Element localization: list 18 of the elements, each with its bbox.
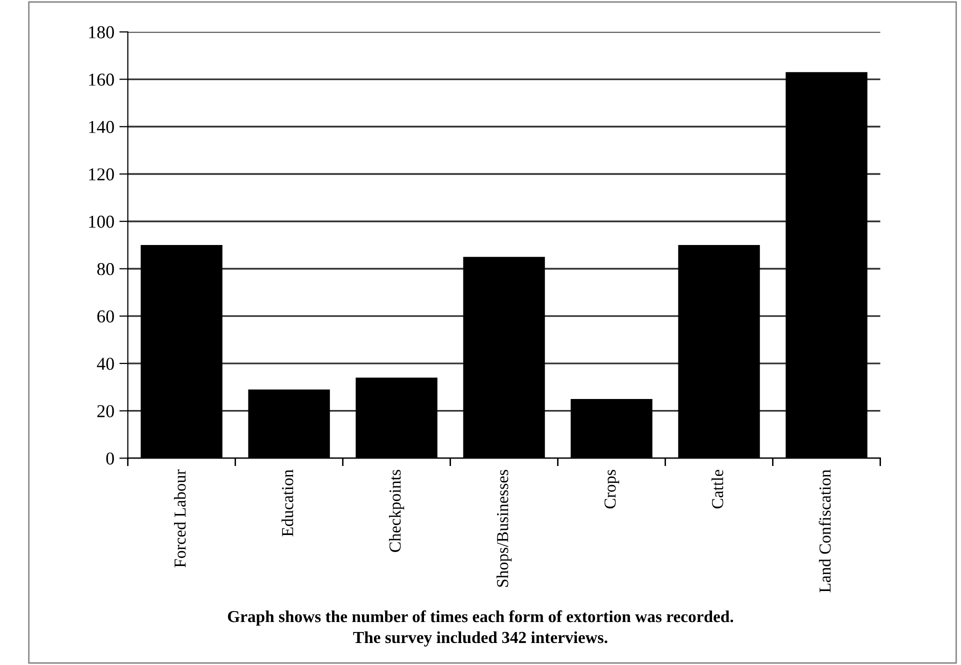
y-tick-label: 60 xyxy=(97,310,114,323)
text: Graph shows the number of times each form of extortion was recorded. The survey included 342 interviews. xyxy=(228,610,734,647)
y-tick-label: 100 xyxy=(89,216,114,228)
y-tick-label: 140 xyxy=(89,120,114,134)
x-tick-label: Land Confiscation xyxy=(818,470,831,592)
x-tick-label: Cattle xyxy=(711,470,724,508)
x-tick-label: Forced Labour xyxy=(174,469,186,568)
y-tick-label: 80 xyxy=(97,262,114,276)
y-tick-label: 120 xyxy=(89,168,114,180)
y-tick-label: 0 xyxy=(106,452,114,465)
y-tick-label: 20 xyxy=(97,405,114,418)
x-tick-label: Shops/Businesses xyxy=(496,470,512,587)
y-tick-label: 180 xyxy=(89,26,114,38)
x-tick-label: Crops xyxy=(604,470,620,508)
y-tick-label: 160 xyxy=(89,74,114,86)
x-tick-label: Education xyxy=(282,470,294,536)
x-tick-label: Checkpoints xyxy=(388,470,404,552)
y-tick-label: 40 xyxy=(96,358,114,370)
